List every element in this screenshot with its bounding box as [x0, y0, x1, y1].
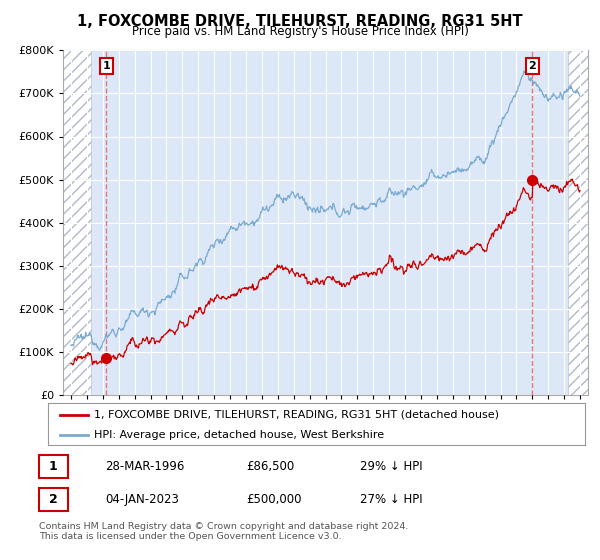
- Bar: [568, 50, 588, 395]
- Text: 1, FOXCOMBE DRIVE, TILEHURST, READING, RG31 5HT: 1, FOXCOMBE DRIVE, TILEHURST, READING, R…: [77, 14, 523, 29]
- Text: 28-MAR-1996: 28-MAR-1996: [105, 460, 184, 473]
- FancyBboxPatch shape: [39, 455, 68, 478]
- Text: HPI: Average price, detached house, West Berkshire: HPI: Average price, detached house, West…: [94, 430, 384, 440]
- Text: Price paid vs. HM Land Registry's House Price Index (HPI): Price paid vs. HM Land Registry's House …: [131, 25, 469, 38]
- Text: 29% ↓ HPI: 29% ↓ HPI: [360, 460, 422, 473]
- Text: 1: 1: [49, 460, 58, 473]
- Text: 04-JAN-2023: 04-JAN-2023: [105, 493, 179, 506]
- FancyBboxPatch shape: [39, 488, 68, 511]
- Text: 2: 2: [49, 493, 58, 506]
- Text: £500,000: £500,000: [246, 493, 302, 506]
- Text: Contains HM Land Registry data © Crown copyright and database right 2024.
This d: Contains HM Land Registry data © Crown c…: [39, 522, 409, 542]
- Text: £86,500: £86,500: [246, 460, 294, 473]
- Text: 2: 2: [529, 61, 536, 71]
- Bar: [63, 50, 91, 395]
- Text: 1: 1: [103, 61, 110, 71]
- Text: 27% ↓ HPI: 27% ↓ HPI: [360, 493, 422, 506]
- Text: 1, FOXCOMBE DRIVE, TILEHURST, READING, RG31 5HT (detached house): 1, FOXCOMBE DRIVE, TILEHURST, READING, R…: [94, 410, 499, 420]
